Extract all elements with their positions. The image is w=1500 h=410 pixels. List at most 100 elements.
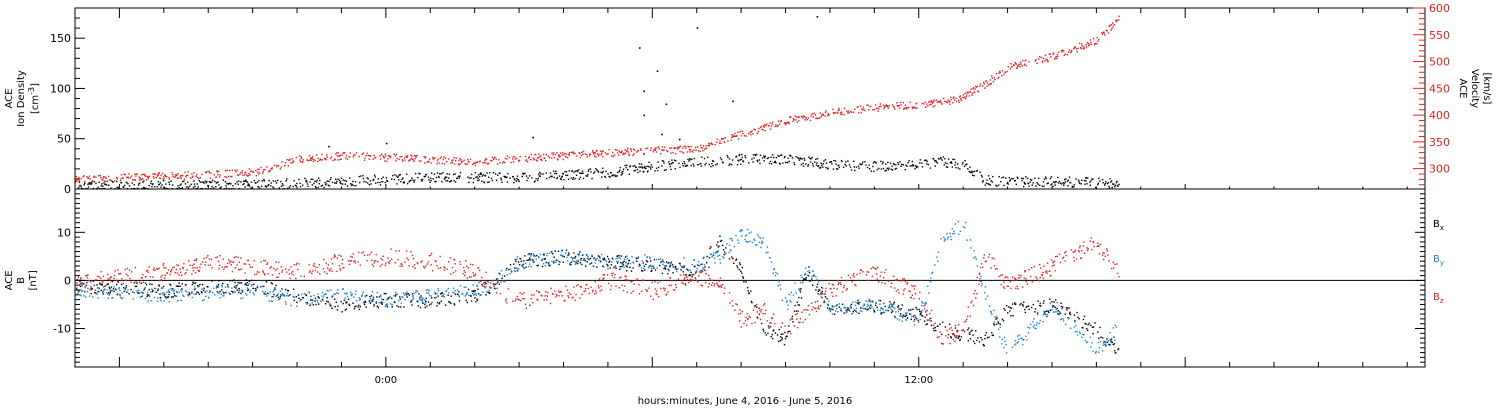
- data-point: [197, 186, 199, 188]
- data-point: [912, 107, 914, 110]
- data-point: [158, 285, 161, 287]
- data-point: [1016, 342, 1019, 344]
- data-point: [736, 163, 739, 166]
- data-point: [451, 161, 454, 164]
- data-point: [366, 177, 368, 179]
- data-point: [876, 306, 878, 309]
- data-point: [919, 159, 922, 161]
- data-point: [548, 176, 551, 179]
- data-point: [189, 264, 191, 266]
- data-point: [384, 305, 387, 308]
- data-point: [926, 314, 928, 316]
- data-point: [935, 159, 937, 162]
- data-point: [632, 154, 634, 157]
- data-point: [1078, 182, 1081, 185]
- data-point: [557, 290, 560, 292]
- data-point: [432, 270, 434, 272]
- data-point: [353, 154, 355, 156]
- data-point: [765, 334, 768, 336]
- data-point: [401, 265, 404, 267]
- data-point: [724, 137, 726, 139]
- data-point: [917, 319, 919, 322]
- data-point: [233, 286, 236, 288]
- data-point: [287, 187, 289, 190]
- data-point: [731, 240, 733, 242]
- data-point: [603, 266, 605, 268]
- data-point: [335, 153, 337, 155]
- data-point: [106, 289, 108, 291]
- data-point: [690, 145, 692, 148]
- data-point: [1115, 181, 1118, 184]
- data-point: [1008, 176, 1011, 179]
- data-point: [460, 159, 462, 161]
- data-point: [495, 283, 497, 285]
- data-point: [271, 274, 274, 276]
- data-point: [696, 267, 698, 270]
- data-point: [654, 288, 657, 290]
- data-point: [1052, 53, 1054, 56]
- data-point: [434, 291, 436, 293]
- data-point: [403, 157, 406, 159]
- data-point: [207, 286, 209, 288]
- data-point: [525, 160, 527, 162]
- data-point: [762, 304, 765, 306]
- data-point: [163, 293, 166, 295]
- data-point: [846, 110, 848, 112]
- data-point: [481, 175, 483, 177]
- data-point: [377, 181, 379, 184]
- data-point: [311, 157, 313, 159]
- data-point: [833, 305, 836, 308]
- velocity-axis-label-line: Velocity: [1469, 69, 1480, 108]
- data-point: [286, 158, 288, 161]
- data-point: [634, 169, 636, 172]
- data-point: [217, 260, 220, 263]
- data-point: [605, 260, 608, 263]
- data-point: [325, 300, 328, 303]
- data-point: [594, 155, 596, 157]
- data-point: [832, 295, 834, 298]
- data-point: [683, 265, 685, 267]
- data-point: [963, 330, 966, 333]
- data-point: [649, 295, 652, 297]
- data-point: [1018, 338, 1020, 340]
- data-point: [178, 291, 180, 294]
- data-point: [119, 296, 122, 298]
- data-point: [950, 98, 952, 101]
- data-point: [1042, 60, 1044, 62]
- data-point: [287, 295, 290, 297]
- data-point: [394, 301, 396, 303]
- data-point: [501, 277, 503, 279]
- data-point: [145, 175, 147, 177]
- data-point: [354, 154, 356, 156]
- data-point: [685, 284, 687, 286]
- data-point: [610, 264, 612, 266]
- data-point: [816, 300, 819, 303]
- data-point: [594, 293, 596, 295]
- data-point: [404, 298, 406, 301]
- data-point: [904, 104, 907, 106]
- data-point: [337, 289, 339, 291]
- data-point: [530, 253, 533, 255]
- data-point: [662, 149, 664, 152]
- data-point: [404, 261, 406, 263]
- data-point: [321, 153, 323, 156]
- data-point: [270, 282, 272, 284]
- data-point: [423, 175, 425, 178]
- data-point: [574, 257, 576, 259]
- data-point: [290, 162, 292, 164]
- data-point: [597, 170, 599, 172]
- data-point: [226, 262, 229, 265]
- data-point: [729, 237, 731, 240]
- data-point: [992, 80, 995, 83]
- data-point: [919, 310, 921, 313]
- data-point: [697, 275, 700, 277]
- data-point: [248, 280, 251, 283]
- data-point: [735, 303, 737, 305]
- data-point: [278, 272, 280, 275]
- data-point: [906, 107, 908, 109]
- data-point: [148, 266, 150, 268]
- data-point: [175, 295, 177, 297]
- data-point: [762, 330, 765, 332]
- data-point: [752, 153, 755, 156]
- data-point: [977, 90, 979, 92]
